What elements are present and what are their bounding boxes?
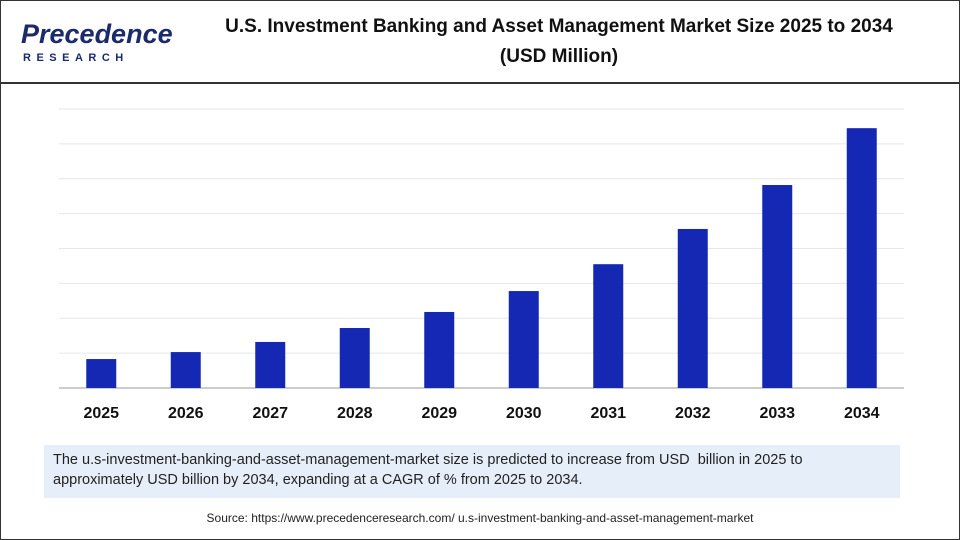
source: Source: https://www.precedenceresearch.c… — [206, 511, 754, 525]
chart-title: U.S. Investment Banking and Asset Manage… — [225, 16, 893, 37]
chart-subtitle: (USD Million) — [500, 46, 618, 67]
x-tick-label: 2032 — [675, 405, 711, 422]
bar — [424, 311, 455, 388]
logo-name: Precedence — [21, 19, 173, 49]
x-tick-label: 2028 — [337, 405, 373, 422]
bar — [339, 328, 370, 388]
x-tick-label: 2034 — [844, 405, 880, 422]
x-tick-label: 2033 — [759, 405, 795, 422]
bar — [677, 228, 708, 388]
bar — [508, 291, 539, 388]
bar — [86, 359, 117, 388]
x-tick-label: 2031 — [590, 405, 626, 422]
logo-sub: RESEARCH — [23, 52, 129, 64]
bar — [762, 185, 793, 388]
description: The u.s-investment-banking-and-asset-man… — [44, 445, 900, 498]
x-tick-label: 2025 — [83, 405, 119, 422]
x-tick-label: 2027 — [252, 405, 288, 422]
x-tick-label: 2026 — [168, 405, 204, 422]
x-tick-label: 2030 — [506, 405, 542, 422]
x-tick-label: 2029 — [421, 405, 457, 422]
bar — [846, 128, 877, 388]
bar — [593, 264, 624, 388]
bar — [170, 352, 201, 388]
bar — [255, 341, 286, 388]
